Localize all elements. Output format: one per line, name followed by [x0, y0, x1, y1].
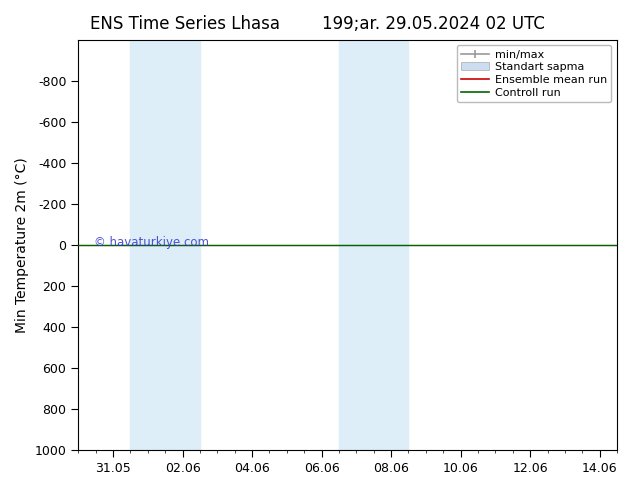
Y-axis label: Min Temperature 2m (°C): Min Temperature 2m (°C) — [15, 157, 29, 333]
Text: ENS Time Series Lhasa        199;ar. 29.05.2024 02 UTC: ENS Time Series Lhasa 199;ar. 29.05.2024… — [89, 15, 545, 33]
Legend: min/max, Standart sapma, Ensemble mean run, Controll run: min/max, Standart sapma, Ensemble mean r… — [457, 45, 611, 102]
Bar — [131, 40, 200, 450]
Bar — [339, 40, 408, 450]
Text: © havaturkiye.com: © havaturkiye.com — [94, 236, 209, 249]
